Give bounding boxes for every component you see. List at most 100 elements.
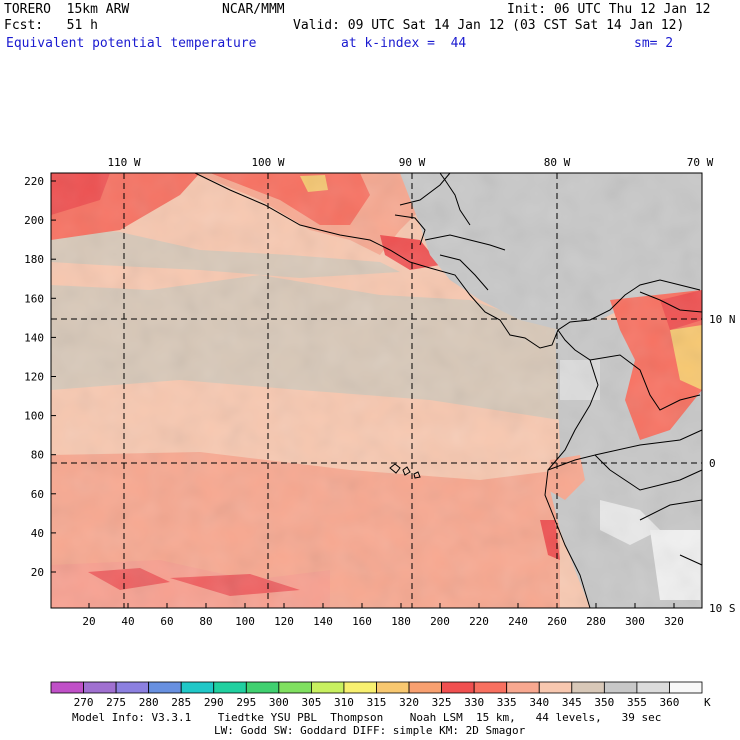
y-tick-label: 100 <box>24 410 44 423</box>
colorbar-swatch <box>571 681 605 694</box>
honduras-coast <box>424 234 506 251</box>
colorbar-swatch <box>83 681 117 694</box>
level-label: at k-index = 44 <box>341 36 467 51</box>
x-tick-label: 180 <box>391 615 411 628</box>
lat-label-10s: 10 S <box>709 602 736 615</box>
x-tick-label: 100 <box>235 615 255 628</box>
colorbar-swatch <box>115 681 150 694</box>
guatemala-border <box>394 214 426 246</box>
colorbar-label: 270 <box>74 696 94 709</box>
south-america-west-coast <box>544 329 599 609</box>
yucatan-coast <box>399 172 451 206</box>
x-tick-labels: 20 40 60 80 100 120 140 160 180 200 220 240 260 280 30… <box>82 615 684 628</box>
colorbar-swatch <box>636 681 670 694</box>
colorbar <box>50 681 703 694</box>
x-tick-label: 220 <box>469 615 489 628</box>
x-tick-label: 120 <box>274 615 294 628</box>
init-time: Init: 06 UTC Thu 12 Jan 12 <box>507 2 711 17</box>
y-tick-label: 140 <box>24 331 44 344</box>
colorbar-swatch <box>278 681 312 694</box>
lon-label-70w: 70 W <box>687 156 714 169</box>
colorbar-label: 275 <box>106 696 126 709</box>
forecast-hour: Fcst: 51 h <box>4 18 98 33</box>
physics-info-line: LW: Godd SW: Goddard DIFF: simple KM: 2D… <box>214 724 526 737</box>
x-tick-label: 80 <box>199 615 212 628</box>
colorbar-label: 310 <box>334 696 354 709</box>
y-tick-label: 20 <box>31 566 44 579</box>
y-tick-labels: 220 200 180 160 140 120 100 80 60 40 20 <box>24 175 44 579</box>
lon-label-90w: 90 W <box>399 156 426 169</box>
x-tick-label: 140 <box>313 615 333 628</box>
galapagos-islands <box>389 463 421 479</box>
x-tick-label: 20 <box>82 615 95 628</box>
colorbar-swatch <box>473 681 508 694</box>
x-tick-label: 280 <box>586 615 606 628</box>
colorbar-swatch <box>310 681 345 694</box>
colorbar-swatch <box>669 681 703 694</box>
lat-label-eq: 0 <box>709 457 716 470</box>
pacific-coast-north <box>194 172 701 349</box>
model-info-line: Model Info: V3.3.1 Tiedtke YSU PBL Thomp… <box>72 711 662 724</box>
colorbar-swatch <box>245 681 280 694</box>
colorbar-swatch <box>180 681 215 694</box>
y-tick-label: 40 <box>31 527 44 540</box>
y-tick-label: 60 <box>31 488 44 501</box>
colorbar-swatch <box>408 681 442 694</box>
field-texture <box>51 173 702 608</box>
lon-label-100w: 100 W <box>251 156 284 169</box>
y-tick-label: 200 <box>24 214 44 227</box>
colorbar-swatch <box>343 681 377 694</box>
x-tick-label: 40 <box>121 615 134 628</box>
lat-label-10n: 10 N <box>709 313 736 326</box>
x-tick-label: 240 <box>508 615 528 628</box>
colorbar-swatch <box>376 681 410 694</box>
colorbar-unit: K <box>704 696 711 709</box>
colorbar-label: 335 <box>497 696 517 709</box>
peru-bolivia-border <box>639 499 703 521</box>
x-tick-label: 260 <box>547 615 567 628</box>
peru-north-border <box>594 429 703 456</box>
x-tick-label: 300 <box>625 615 645 628</box>
venezuela-border <box>639 291 703 313</box>
center-name: NCAR/MMM <box>222 2 285 17</box>
x-tick-label: 320 <box>664 615 684 628</box>
y-tick-label: 180 <box>24 253 44 266</box>
colorbar-label: 280 <box>139 696 159 709</box>
nicaragua-border <box>439 254 489 291</box>
colorbar-label: 330 <box>464 696 484 709</box>
colorbar-label: 290 <box>204 696 224 709</box>
colorbar-label: 305 <box>301 696 321 709</box>
valid-time: Valid: 09 UTC Sat 14 Jan 12 (03 CST Sat … <box>293 18 685 33</box>
colorbar-label: 315 <box>367 696 387 709</box>
colorbar-swatch <box>506 681 540 694</box>
colombia-border <box>589 354 701 411</box>
plot-frame <box>50 172 703 609</box>
colorbar-swatch <box>538 681 573 694</box>
colorbar-label: 360 <box>660 696 680 709</box>
colorbar-label: 285 <box>171 696 191 709</box>
y-tick-label: 80 <box>31 449 44 462</box>
peru-brazil-border <box>609 469 703 491</box>
colorbar-label: 320 <box>399 696 419 709</box>
colorbar-label: 325 <box>432 696 452 709</box>
field-shading <box>51 173 702 608</box>
colorbar-label: 350 <box>594 696 614 709</box>
coastlines <box>194 172 703 609</box>
graticule <box>51 173 702 608</box>
colorbar-swatch <box>213 681 247 694</box>
y-tick-label: 220 <box>24 175 44 188</box>
colorbar-swatch <box>50 681 84 694</box>
model-name: TORERO 15km ARW <box>4 2 130 17</box>
x-tick-label: 200 <box>430 615 450 628</box>
x-tick-label: 160 <box>352 615 372 628</box>
lon-label-80w: 80 W <box>544 156 571 169</box>
colorbar-label: 355 <box>627 696 647 709</box>
colorbar-label: 340 <box>529 696 549 709</box>
y-tick-label: 120 <box>24 371 44 384</box>
colorbar-label: 300 <box>269 696 289 709</box>
x-tick-label: 60 <box>160 615 173 628</box>
colorbar-swatch <box>148 681 182 694</box>
colorbar-label: 295 <box>236 696 256 709</box>
colorbar-swatch <box>441 681 475 694</box>
